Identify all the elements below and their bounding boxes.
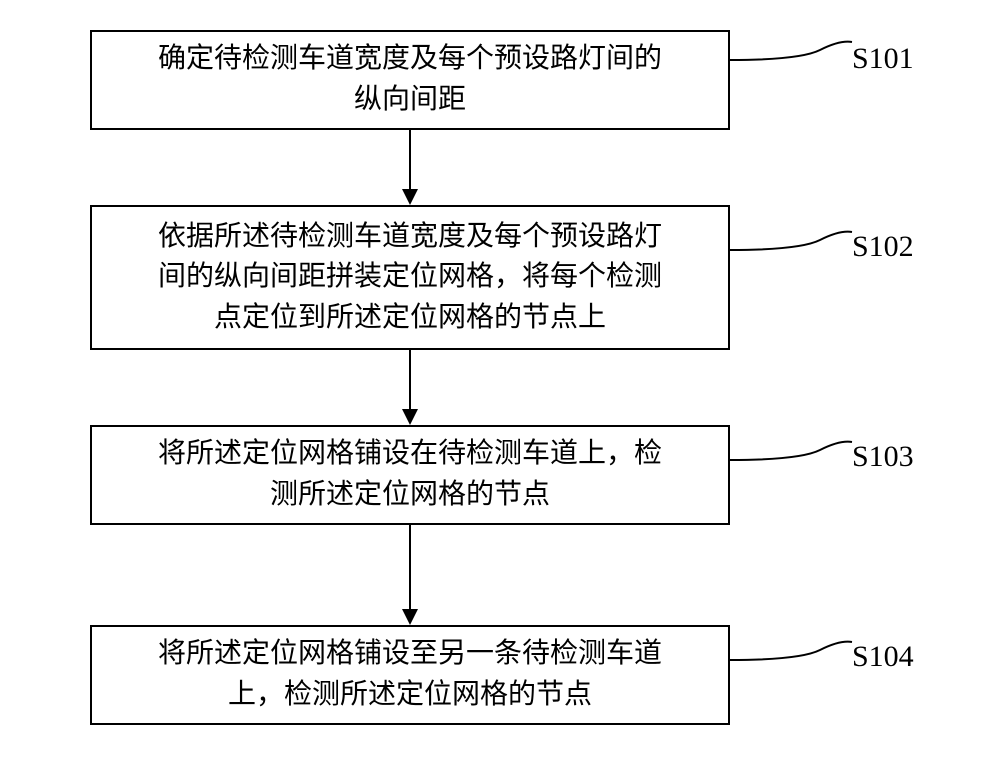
flow-arrow	[0, 0, 1000, 780]
